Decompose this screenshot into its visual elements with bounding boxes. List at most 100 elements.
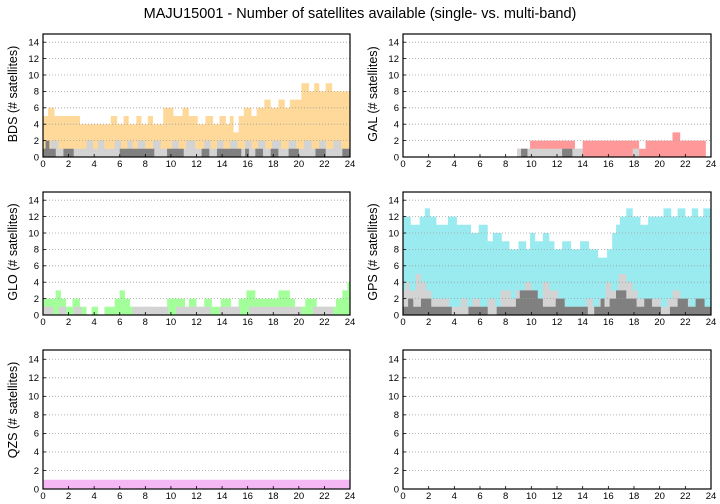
gal-x-tick-label: 10	[526, 159, 537, 170]
glo-x-tick-label: 2	[66, 317, 71, 328]
glo-x-tick-label: 14	[217, 317, 228, 328]
gps-y-tick-label: 2	[394, 294, 399, 305]
bds-x-tick-label: 24	[345, 159, 356, 170]
glo-y-tick-label: 0	[34, 310, 39, 321]
bds-y-tick-label: 4	[34, 120, 39, 131]
gps-x-tick-label: 2	[426, 317, 431, 328]
empty-y-tick-label: 8	[394, 410, 399, 421]
glo-x-tick-label: 16	[242, 317, 253, 328]
gps-x-tick-label: 22	[680, 317, 691, 328]
bds-x-tick-label: 6	[117, 159, 122, 170]
bds-series-single-band	[43, 140, 350, 157]
glo-y-tick-label: 12	[28, 212, 39, 223]
qzs-x-tick-label: 8	[143, 491, 148, 502]
empty-y-tick-label: 6	[394, 429, 399, 440]
bds-x-tick-label: 10	[166, 159, 177, 170]
qzs-x-tick-label: 0	[40, 491, 45, 502]
bds-x-tick-label: 20	[294, 159, 305, 170]
gps-x-tick-label: 8	[503, 317, 508, 328]
gps-series-total	[403, 208, 711, 315]
qzs-x-tick-label: 24	[345, 491, 356, 502]
empty-x-tick-label: 16	[603, 491, 614, 502]
empty-y-tick-label: 14	[388, 355, 399, 366]
gps-y-tick-label: 6	[394, 261, 399, 272]
qzs-y-tick-label: 0	[34, 484, 39, 495]
bds-y-tick-label: 0	[34, 152, 39, 163]
gal-y-tick-label: 2	[394, 136, 399, 147]
gal-x-tick-label: 2	[426, 159, 431, 170]
gps-y-axis-label: GPS (# satellites)	[366, 203, 380, 300]
bds-x-tick-label: 14	[217, 159, 228, 170]
qzs-x-tick-label: 2	[66, 491, 71, 502]
gal-plot-frame	[402, 33, 712, 158]
gps-x-tick-label: 6	[477, 317, 482, 328]
gal-y-tick-label: 6	[394, 103, 399, 114]
glo-y-tick-label: 4	[34, 278, 39, 289]
glo-x-tick-label: 4	[92, 317, 97, 328]
qzs-y-tick-label: 14	[28, 355, 39, 366]
gal-x-tick-label: 18	[629, 159, 640, 170]
qzs-y-tick-label: 10	[28, 392, 39, 403]
gal-x-tick-label: 12	[552, 159, 563, 170]
gal-x-tick-label: 0	[400, 159, 405, 170]
empty-x-tick-label: 22	[680, 491, 691, 502]
glo-y-tick-label: 6	[34, 261, 39, 272]
gps-x-tick-label: 0	[400, 317, 405, 328]
empty-x-tick-label: 10	[526, 491, 537, 502]
gps-y-tick-label: 8	[394, 245, 399, 256]
gal-x-tick-label: 24	[706, 159, 717, 170]
gal-y-axis-label: GAL (# satellites)	[366, 46, 380, 141]
gal-y-tick-label: 0	[394, 152, 399, 163]
gal-x-tick-label: 6	[477, 159, 482, 170]
glo-x-tick-label: 22	[319, 317, 330, 328]
gal-x-tick-label: 4	[452, 159, 457, 170]
glo-x-tick-label: 0	[40, 317, 45, 328]
glo-y-axis-label: GLO (# satellites)	[6, 203, 20, 300]
bds-x-tick-label: 16	[242, 159, 253, 170]
gps-x-tick-label: 12	[552, 317, 563, 328]
qzs-x-tick-label: 16	[242, 491, 253, 502]
glo-y-tick-label: 14	[28, 196, 39, 207]
gal-y-tick-label: 14	[388, 38, 399, 49]
bds-series-total	[43, 83, 350, 157]
qzs-x-tick-label: 14	[217, 491, 228, 502]
empty-x-tick-label: 6	[477, 491, 482, 502]
bds-y-tick-label: 14	[28, 38, 39, 49]
gps-y-tick-label: 12	[388, 212, 399, 223]
glo-y-tick-label: 8	[34, 245, 39, 256]
glo-x-tick-label: 12	[191, 317, 202, 328]
glo-y-tick-label: 2	[34, 294, 39, 305]
glo-x-tick-label: 10	[166, 317, 177, 328]
bds-y-tick-label: 12	[28, 54, 39, 65]
empty-plot-frame	[402, 349, 712, 490]
gps-x-tick-label: 18	[629, 317, 640, 328]
gal-x-tick-label: 20	[654, 159, 665, 170]
gal-y-tick-label: 8	[394, 87, 399, 98]
qzs-plot-frame	[42, 349, 351, 490]
gps-y-tick-label: 14	[388, 196, 399, 207]
qzs-y-tick-label: 2	[34, 466, 39, 477]
bds-y-tick-label: 10	[28, 70, 39, 81]
bds-x-tick-label: 12	[191, 159, 202, 170]
qzs-x-tick-label: 4	[92, 491, 97, 502]
bds-x-tick-label: 8	[143, 159, 148, 170]
empty-x-tick-label: 18	[629, 491, 640, 502]
empty-x-tick-label: 8	[503, 491, 508, 502]
bds-y-tick-label: 8	[34, 87, 39, 98]
glo-x-tick-label: 18	[268, 317, 279, 328]
gps-series-single-band	[403, 290, 711, 315]
bds-y-axis-label: BDS (# satellites)	[6, 46, 20, 143]
bds-y-tick-label: 6	[34, 103, 39, 114]
glo-plot-frame	[42, 191, 351, 316]
qzs-y-tick-label: 6	[34, 429, 39, 440]
qzs-x-tick-label: 20	[294, 491, 305, 502]
gps-x-tick-label: 14	[577, 317, 588, 328]
empty-x-tick-label: 12	[552, 491, 563, 502]
gps-x-tick-label: 20	[654, 317, 665, 328]
figure-title: MAJU15001 - Number of satellites availab…	[143, 6, 577, 22]
